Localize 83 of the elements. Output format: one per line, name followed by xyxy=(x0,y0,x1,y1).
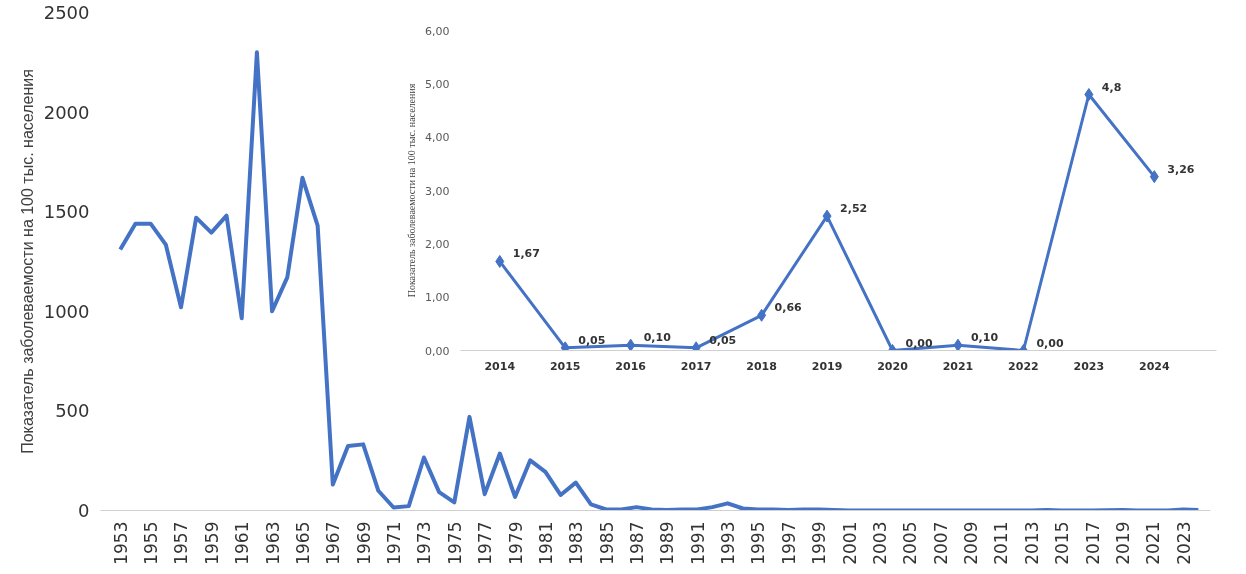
x-tick-label: 2023 xyxy=(1073,359,1105,373)
x-tick-label: 1979 xyxy=(505,521,526,565)
x-tick-label: 2019 xyxy=(1112,521,1133,565)
x-tick-label: 1969 xyxy=(353,521,374,565)
x-tick-label: 2023 xyxy=(1173,521,1194,565)
point xyxy=(1149,170,1159,184)
x-tick-label: 2017 xyxy=(680,359,712,373)
y-tick-label: 6,00 xyxy=(425,24,450,38)
x-tick-label: 2019 xyxy=(811,359,843,373)
x-tick-label: 2021 xyxy=(942,359,974,373)
x-tick-label: 1987 xyxy=(627,521,648,565)
y-tick-label: 2500 xyxy=(43,2,90,23)
x-tick-label: 2024 xyxy=(1139,359,1170,373)
x-tick-label: 1955 xyxy=(141,521,162,565)
line-series xyxy=(118,50,1201,511)
x-tick-label: 1981 xyxy=(535,521,556,565)
x-tick-label: 1995 xyxy=(748,521,769,565)
x-tick-label: 1961 xyxy=(232,521,253,565)
x-tick-label: 1957 xyxy=(171,521,192,565)
data-label: 3,26 xyxy=(1167,162,1195,176)
data-label: 2,52 xyxy=(840,202,868,216)
x-tick-label: 2003 xyxy=(869,521,890,565)
x-tick-label: 1997 xyxy=(778,521,799,565)
x-tick-label: 2015 xyxy=(549,359,581,373)
x-tick-label: 1965 xyxy=(292,521,313,565)
point xyxy=(691,341,701,351)
x-tick-label: 2014 xyxy=(484,359,516,373)
x-tick-label: 2011 xyxy=(991,521,1012,565)
x-tick-label: 2020 xyxy=(877,359,909,373)
x-tick-label: 1973 xyxy=(414,521,435,565)
x-tick-label: 1989 xyxy=(657,521,678,565)
x-tick-label: 2009 xyxy=(961,521,982,565)
data-label: 0,10 xyxy=(643,331,672,345)
point xyxy=(822,209,832,223)
data-label: 0,66 xyxy=(774,301,803,315)
point xyxy=(1084,88,1094,101)
point xyxy=(560,341,570,351)
data-label: 0,00 xyxy=(1036,336,1064,350)
y-tick-label: 3,00 xyxy=(425,184,450,198)
y-tick-label: 0 xyxy=(78,500,90,521)
point xyxy=(953,338,963,351)
data-label: 0,05 xyxy=(709,333,737,347)
y-tick-label: 0,00 xyxy=(425,344,450,358)
y-axis-title: Показатель заболеваемости на 100 тыс. населения xyxy=(18,69,36,454)
x-tick-label: 1983 xyxy=(566,521,587,565)
y-tick-label: 5,00 xyxy=(425,77,450,91)
x-tick-label: 2016 xyxy=(615,359,647,373)
x-tick-label: 2018 xyxy=(746,359,777,373)
x-tick-label: 1971 xyxy=(384,521,405,565)
data-label: 0,00 xyxy=(905,336,933,350)
data-label: 1,67 xyxy=(512,247,540,261)
x-tick-label: 1953 xyxy=(110,521,131,565)
x-tick-label: 1963 xyxy=(262,521,283,565)
x-tick-label: 2001 xyxy=(839,521,860,565)
point xyxy=(626,338,636,351)
y-tick-label: 1,00 xyxy=(425,291,450,305)
x-tick-label: 1999 xyxy=(809,521,830,565)
x-tick-label: 1993 xyxy=(718,521,739,565)
point xyxy=(757,308,767,322)
x-tick-label: 2022 xyxy=(1008,359,1039,373)
x-tick-label: 1975 xyxy=(444,521,465,565)
x-tick-label: 1991 xyxy=(687,521,708,565)
y-tick-label: 4,00 xyxy=(425,131,450,145)
data-label: 0,10 xyxy=(970,331,999,345)
x-tick-label: 2007 xyxy=(930,521,951,565)
point xyxy=(495,254,505,268)
x-tick-label: 2015 xyxy=(1052,521,1073,565)
data-label: 0,05 xyxy=(578,333,606,347)
y-axis-title: Показатель заболеваемости на 100 тыс. населения xyxy=(406,83,418,298)
y-tick-label: 1000 xyxy=(43,300,90,322)
x-tick-label: 1967 xyxy=(323,521,344,565)
x-tick-label: 2005 xyxy=(900,521,921,565)
x-tick-label: 1985 xyxy=(596,521,617,565)
x-tick-label: 1977 xyxy=(475,521,496,565)
y-tick-label: 2000 xyxy=(43,101,90,123)
y-tick-label: 1500 xyxy=(43,201,90,223)
x-tick-label: 1959 xyxy=(201,521,222,565)
data-label: 4,8 xyxy=(1101,80,1122,94)
x-tick-label: 2013 xyxy=(1021,521,1042,565)
y-tick-label: 2,00 xyxy=(425,237,450,251)
x-tick-label: 2021 xyxy=(1143,521,1164,565)
y-tick-label: 500 xyxy=(55,400,90,422)
x-tick-label: 2017 xyxy=(1082,521,1103,565)
